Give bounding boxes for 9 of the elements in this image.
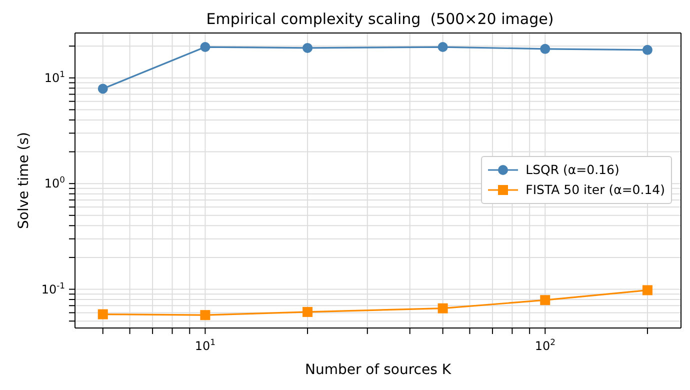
y-tick-label: 10$^{1}$ bbox=[44, 68, 65, 85]
chart-title: Empirical complexity scaling (500×20 image) bbox=[205, 10, 555, 28]
legend-label: LSQR (α=0.16) bbox=[526, 161, 620, 179]
y-axis-title: Solve time (s) bbox=[16, 132, 32, 229]
legend-label: FISTA 50 iter (α=0.14) bbox=[526, 181, 665, 199]
y-tick-label: 10$^{0}$ bbox=[44, 174, 65, 191]
y-tick-label: 10$^{-1}$ bbox=[41, 280, 65, 296]
x-tick-label: 10$^{2}$ bbox=[534, 337, 556, 353]
x-axis-title: Number of sources K bbox=[304, 362, 452, 378]
